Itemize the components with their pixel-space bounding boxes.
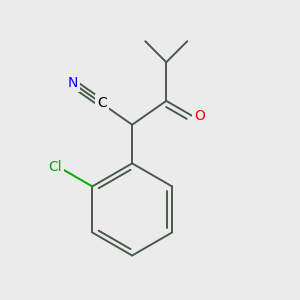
Text: Cl: Cl <box>49 160 62 174</box>
Text: C: C <box>97 96 106 110</box>
Text: N: N <box>67 76 78 90</box>
Text: O: O <box>194 109 205 123</box>
